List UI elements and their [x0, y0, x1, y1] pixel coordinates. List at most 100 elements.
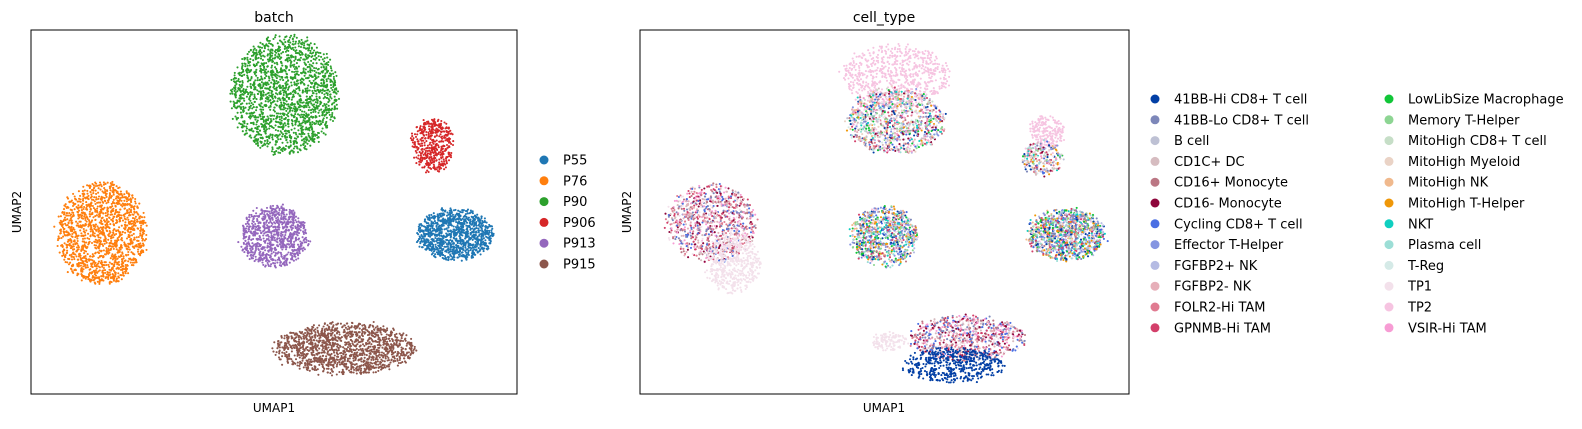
scatter-point [241, 126, 244, 129]
scatter-point [250, 232, 253, 235]
scatter-point [81, 211, 84, 214]
scatter-point [283, 254, 287, 258]
scatter-point [85, 208, 89, 211]
scatter-point [318, 91, 321, 94]
scatter-point [292, 150, 295, 153]
scatter-point [96, 241, 99, 244]
scatter-point [307, 60, 310, 64]
scatter-point [276, 234, 279, 237]
scatter-point [114, 253, 117, 256]
scatter-point [114, 261, 117, 264]
scatter-point [67, 221, 70, 224]
scatter-point [322, 117, 325, 120]
scatter-point [274, 253, 277, 257]
scatter-point [418, 126, 422, 130]
scatter-point [283, 220, 286, 223]
scatter-point [255, 51, 258, 54]
scatter-point [309, 52, 312, 55]
scatter-point [266, 140, 269, 143]
scatter-point [298, 114, 301, 117]
scatter-point [259, 87, 262, 90]
scatter-point [241, 93, 244, 96]
scatter-point [283, 244, 286, 247]
scatter-point [277, 151, 280, 154]
scatter-point [248, 226, 251, 229]
scatter-point [279, 87, 282, 90]
scatter-point [431, 151, 434, 154]
scatter-point [313, 54, 317, 57]
scatter-point [297, 220, 300, 223]
scatter-point [125, 198, 129, 201]
scatter-point [69, 208, 72, 211]
scatter-point [307, 139, 311, 143]
scatter-point [101, 228, 104, 231]
scatter-point [432, 163, 435, 166]
scatter-point [460, 259, 463, 262]
scatter-point [276, 136, 279, 139]
scatter-point [132, 207, 135, 210]
scatter-point [320, 79, 323, 82]
scatter-point [93, 263, 96, 266]
scatter-point [123, 193, 126, 196]
scatter-point [420, 156, 423, 159]
scatter-point [230, 107, 233, 110]
scatter-point [93, 269, 96, 272]
scatter-point [276, 241, 279, 244]
scatter-point [112, 264, 115, 267]
scatter-point [288, 92, 291, 95]
scatter-point [269, 114, 272, 118]
scatter-point [446, 137, 450, 141]
scatter-point [270, 263, 273, 266]
scatter-point [312, 58, 315, 61]
scatter-point [333, 88, 336, 91]
scatter-point [312, 79, 315, 82]
scatter-point [306, 66, 309, 69]
scatter-point [284, 86, 288, 89]
scatter-point [145, 233, 148, 237]
scatter-point [256, 144, 260, 147]
scatter-point [430, 149, 433, 152]
scatter-point [141, 239, 144, 242]
scatter-point [115, 248, 118, 251]
scatter-point [281, 248, 284, 251]
scatter-point [332, 83, 335, 86]
scatter-point [280, 101, 283, 104]
scatter-point [284, 124, 287, 127]
scatter-point [291, 122, 294, 125]
scatter-point [80, 226, 83, 229]
scatter-point [244, 239, 247, 242]
scatter-point [414, 135, 418, 138]
scatter-point [86, 205, 89, 208]
scatter-point [90, 193, 93, 196]
scatter-point [281, 141, 284, 144]
scatter-point [445, 156, 448, 159]
scatter-point [290, 228, 293, 231]
scatter-point [286, 57, 289, 60]
scatter-point [311, 89, 314, 93]
scatter-point [128, 203, 131, 206]
scatter-point [278, 39, 282, 42]
scatter-point [72, 253, 76, 256]
scatter-point [66, 246, 69, 249]
scatter-point [292, 48, 295, 51]
scatter-point [266, 98, 270, 101]
scatter-point [422, 119, 425, 122]
scatter-point [264, 264, 267, 267]
scatter-point [446, 139, 449, 142]
scatter-point [279, 251, 282, 254]
scatter-point [84, 222, 87, 225]
scatter-point [293, 63, 296, 66]
scatter-point [427, 125, 431, 128]
scatter-point [97, 195, 101, 198]
scatter-point [295, 49, 298, 52]
scatter-point [271, 57, 274, 60]
scatter-point [80, 269, 83, 272]
scatter-point [252, 103, 255, 106]
scatter-point [321, 89, 324, 92]
scatter-point [286, 79, 290, 82]
scatter-point [247, 50, 251, 53]
scatter-point [284, 248, 288, 251]
scatter-point [430, 167, 433, 170]
scatter-point [260, 141, 263, 144]
scatter-point [313, 66, 316, 70]
